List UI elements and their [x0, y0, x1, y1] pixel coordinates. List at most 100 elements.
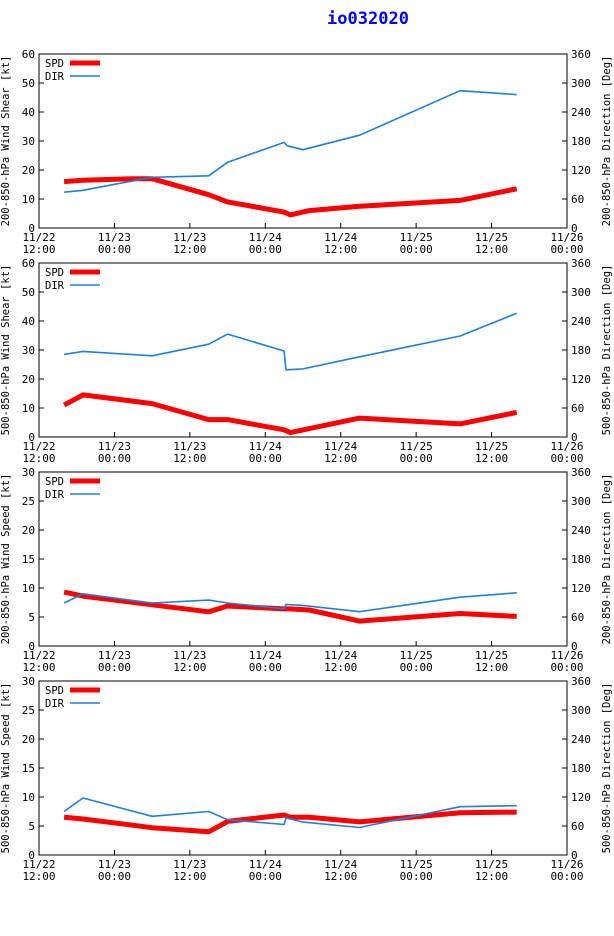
y-right-tick-label: 120 [571, 791, 591, 804]
x-tick-label-time: 00:00 [98, 870, 131, 883]
y-right-tick-label: 180 [571, 344, 591, 357]
x-tick-label-time: 12:00 [324, 661, 357, 674]
x-tick-label-date: 11/24 [249, 440, 282, 453]
panel-1: 010203040506006012018024030036011/2212:0… [0, 48, 613, 256]
y-right-tick-label: 0 [571, 849, 578, 862]
x-tick-label-time: 12:00 [475, 870, 508, 883]
x-tick-label-date: 11/23 [98, 231, 131, 244]
x-tick-label-date: 11/23 [98, 649, 131, 662]
y-left-tick-label: 10 [22, 193, 35, 206]
x-tick-label-time: 12:00 [173, 243, 206, 256]
x-tick-label-time: 00:00 [550, 452, 583, 465]
x-tick-label-date: 11/25 [400, 858, 433, 871]
y-right-axis-label: 200-850-hPa Direction [Deg] [601, 474, 613, 645]
x-tick-label-date: 11/23 [173, 649, 206, 662]
x-tick-label-date: 11/23 [173, 858, 206, 871]
x-tick-label-date: 11/24 [324, 440, 357, 453]
y-right-tick-label: 300 [571, 704, 591, 717]
y-right-axis-label: 500-850-hPa Direction [Deg] [601, 265, 613, 436]
x-tick-label-time: 12:00 [22, 661, 55, 674]
x-tick-label-date: 11/26 [550, 440, 583, 453]
y-left-tick-label: 25 [22, 704, 35, 717]
x-tick-label-time: 00:00 [400, 452, 433, 465]
x-tick-label-date: 11/22 [22, 858, 55, 871]
y-left-tick-label: 30 [22, 466, 35, 479]
y-left-tick-label: 30 [22, 135, 35, 148]
panels-group: 010203040506006012018024030036011/2212:0… [0, 48, 613, 883]
panel-3: 05101520253006012018024030036011/2212:00… [0, 466, 613, 674]
x-tick-label-date: 11/26 [550, 649, 583, 662]
y-left-tick-label: 20 [22, 733, 35, 746]
x-tick-label-date: 11/25 [400, 231, 433, 244]
y-right-tick-label: 0 [571, 431, 578, 444]
series-line-dir [63, 797, 517, 829]
y-left-axis-label: 200-850-hPa Wind Shear [kt] [0, 56, 12, 227]
y-right-tick-label: 300 [571, 77, 591, 90]
panel-4: 05101520253006012018024030036011/2212:00… [0, 675, 613, 883]
y-right-tick-label: 180 [571, 762, 591, 775]
y-left-tick-label: 60 [22, 257, 35, 270]
x-tick-label-time: 12:00 [475, 452, 508, 465]
y-left-tick-label: 0 [28, 849, 35, 862]
x-tick-label-date: 11/23 [98, 858, 131, 871]
x-tick-label-time: 00:00 [249, 243, 282, 256]
y-right-tick-label: 120 [571, 164, 591, 177]
y-right-tick-label: 120 [571, 582, 591, 595]
y-left-tick-label: 10 [22, 402, 35, 415]
legend-spd-label: SPD [45, 685, 64, 697]
x-tick-label-time: 00:00 [98, 661, 131, 674]
x-tick-label-time: 12:00 [324, 870, 357, 883]
series-line-dir [63, 592, 517, 613]
y-left-axis-label: 500-850-hPa Wind Shear [kt] [0, 265, 12, 436]
x-tick-label-time: 00:00 [249, 661, 282, 674]
y-right-tick-label: 360 [571, 466, 591, 479]
y-right-tick-label: 300 [571, 495, 591, 508]
y-left-axis-label: 500-850-hPa Wind Speed [kt] [0, 683, 12, 854]
y-left-tick-label: 40 [22, 106, 35, 119]
x-tick-label-date: 11/24 [324, 858, 357, 871]
legend-spd-label: SPD [45, 476, 64, 488]
x-tick-label-time: 00:00 [400, 870, 433, 883]
x-tick-label-date: 11/24 [324, 231, 357, 244]
x-tick-label-date: 11/25 [400, 440, 433, 453]
legend-spd-label: SPD [45, 58, 64, 70]
x-tick-label-time: 12:00 [475, 243, 508, 256]
x-tick-label-time: 12:00 [475, 661, 508, 674]
x-tick-label-time: 00:00 [400, 243, 433, 256]
x-tick-label-date: 11/23 [173, 440, 206, 453]
x-tick-label-date: 11/26 [550, 231, 583, 244]
x-tick-label-date: 11/24 [249, 858, 282, 871]
y-right-tick-label: 240 [571, 524, 591, 537]
x-tick-label-date: 11/25 [475, 649, 508, 662]
y-left-tick-label: 5 [28, 611, 35, 624]
x-tick-label-date: 11/23 [173, 231, 206, 244]
series-line-dir [63, 312, 517, 371]
legend-dir-label: DIR [45, 280, 65, 292]
y-left-tick-label: 50 [22, 77, 35, 90]
y-right-tick-label: 180 [571, 135, 591, 148]
y-left-tick-label: 0 [28, 222, 35, 235]
y-left-tick-label: 20 [22, 164, 35, 177]
y-right-tick-label: 0 [571, 640, 578, 653]
y-left-tick-label: 20 [22, 373, 35, 386]
x-tick-label-date: 11/26 [550, 858, 583, 871]
x-tick-label-date: 11/24 [249, 649, 282, 662]
x-tick-label-time: 00:00 [249, 452, 282, 465]
x-tick-label-time: 12:00 [173, 452, 206, 465]
legend-dir-label: DIR [45, 489, 65, 501]
x-tick-label-time: 12:00 [173, 661, 206, 674]
x-tick-label-time: 00:00 [550, 243, 583, 256]
y-left-tick-label: 30 [22, 675, 35, 688]
x-tick-label-time: 12:00 [22, 452, 55, 465]
y-right-tick-label: 360 [571, 257, 591, 270]
y-right-tick-label: 180 [571, 553, 591, 566]
y-left-axis-label: 200-850-hPa Wind Speed [kt] [0, 474, 12, 645]
legend-spd-label: SPD [45, 267, 64, 279]
y-left-tick-label: 10 [22, 791, 35, 804]
x-tick-label-time: 00:00 [400, 661, 433, 674]
y-left-tick-label: 30 [22, 344, 35, 357]
legend-dir-label: DIR [45, 698, 65, 710]
legend-dir-label: DIR [45, 71, 65, 83]
x-tick-label-date: 11/24 [249, 231, 282, 244]
